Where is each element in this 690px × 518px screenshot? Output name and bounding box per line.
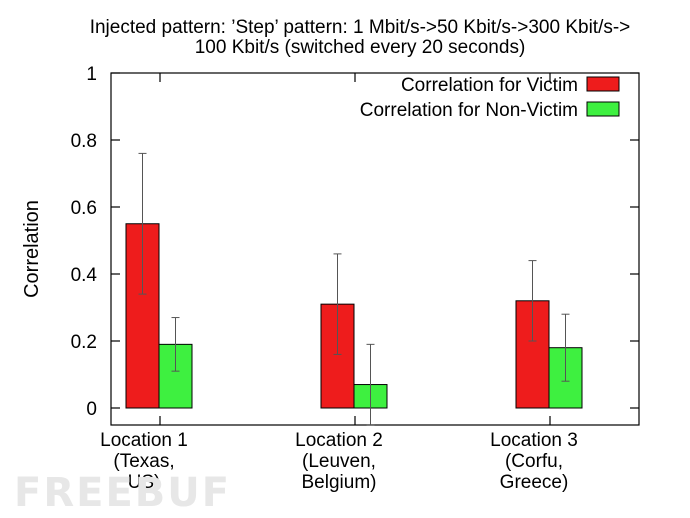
x-tick-label: Location 2 <box>295 430 383 451</box>
x-tick-label: Belgium) <box>302 472 377 493</box>
y-tick-label: 0.2 <box>71 332 97 353</box>
x-axis: Location 1(Texas,US) Location 2(Leuven,Be… <box>100 73 578 493</box>
y-tick-label: 0.8 <box>71 131 97 152</box>
legend-swatch <box>586 101 620 117</box>
plot-frame <box>110 72 640 426</box>
x-tick-label: US) <box>128 472 161 493</box>
x-tick-label: (Texas, <box>113 451 174 472</box>
x-tick-label: (Corfu, <box>505 451 563 472</box>
x-tick-label: Location 1 <box>100 430 188 451</box>
error-bars-group <box>138 152 570 426</box>
legend-swatch <box>586 76 620 92</box>
y-tick-label: 0 <box>86 399 97 420</box>
chart-title-line-2: 100 Kbit/s (switched every 20 seconds) <box>195 37 526 58</box>
y-tick-label: 0.4 <box>71 265 98 286</box>
y-axis: 0 0.2 0.4 0.6 0.8 1 <box>71 64 639 420</box>
chart-title-line-1: Injected pattern: ’Step’ pattern: 1 Mbit… <box>90 17 631 38</box>
legend: Correlation for Victim Correlation for No… <box>360 75 620 121</box>
x-tick-label: Greece) <box>500 472 569 493</box>
bars-group <box>125 223 583 409</box>
x-tick-label: Location 3 <box>490 430 578 451</box>
watermark: FREEBUF <box>14 470 232 516</box>
y-tick-label: 1 <box>86 64 97 85</box>
y-axis-label: Correlation <box>21 200 43 298</box>
legend-label: Correlation for Victim <box>401 75 578 96</box>
y-tick-label: 0.6 <box>71 198 97 219</box>
legend-label: Correlation for Non-Victim <box>360 100 578 121</box>
x-tick-label: (Leuven, <box>302 451 376 472</box>
